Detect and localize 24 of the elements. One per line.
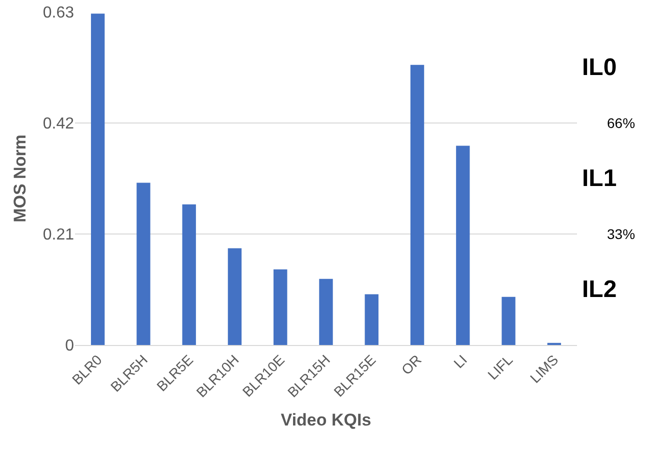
bar [319,278,333,345]
text: IL0 [582,54,617,81]
y-tick-label: 0.63 [42,4,74,22]
bar [90,14,105,345]
bar [364,294,378,345]
x-axis-title: Video KQIs [280,410,372,430]
bar [136,182,150,345]
text: 66% [607,115,636,131]
bar [410,64,424,345]
text: IL1 [582,165,617,192]
bar [228,248,242,345]
y-tick-label: 0.42 [42,116,74,133]
bar [182,204,196,345]
bar [274,269,288,345]
bar [502,296,516,345]
text: IL2 [582,276,617,303]
y-tick-label: 0.21 [42,226,74,244]
y-tick-label: 0 [65,338,74,355]
bar [456,146,470,345]
y-axis-title: MOS Norm [10,134,30,222]
text: 33% [607,226,636,242]
x-tick-label: LI [450,352,470,372]
x-tick-label: LIFL [484,351,516,383]
x-tick-label: OR [398,352,424,378]
